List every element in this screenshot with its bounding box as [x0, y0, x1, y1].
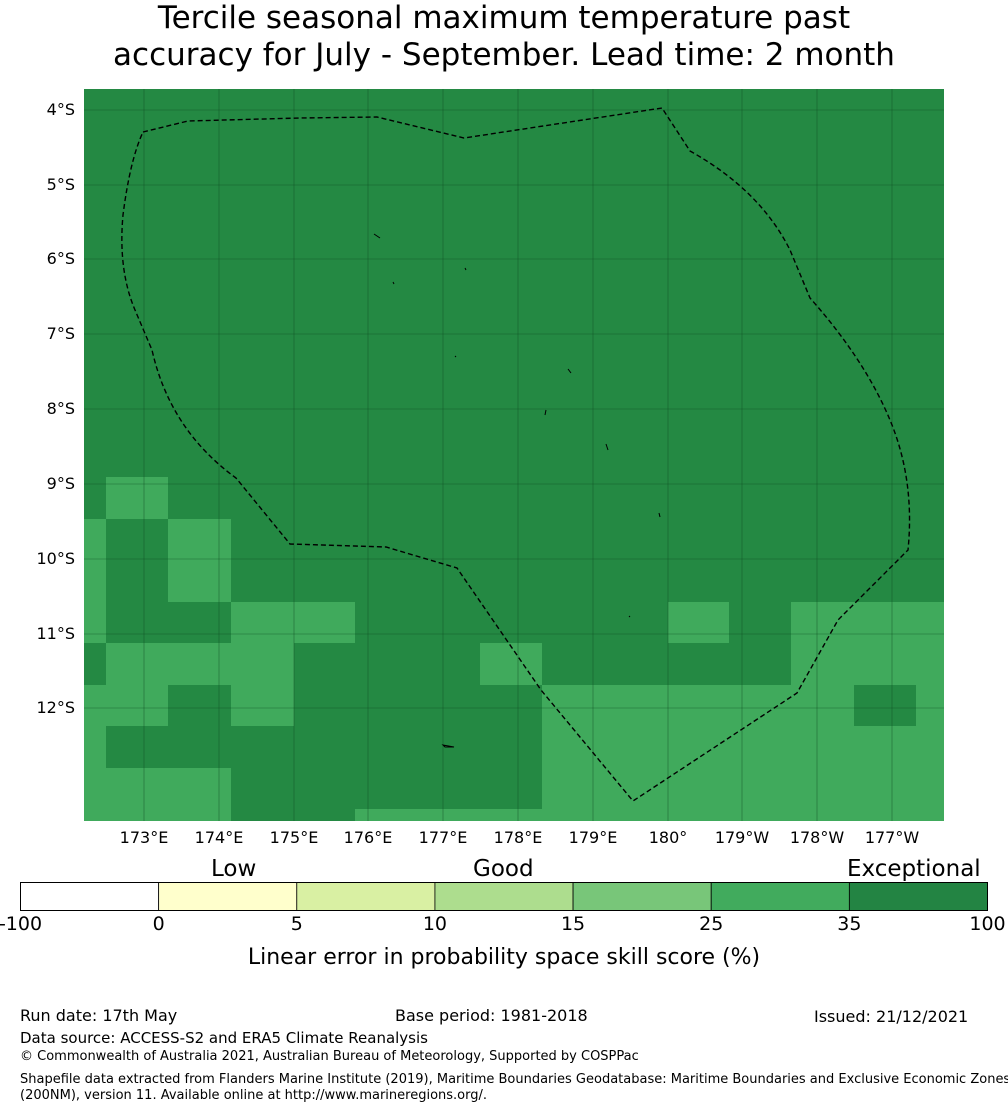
latitude-label: 11°S — [36, 624, 75, 643]
longitude-label: 177°E — [418, 828, 468, 847]
island — [373, 233, 381, 239]
gridlines — [84, 89, 944, 821]
skill-cell — [106, 643, 294, 685]
latitude-label: 12°S — [36, 698, 75, 717]
island — [628, 615, 631, 618]
colorbar-bin — [296, 882, 436, 911]
island — [605, 443, 609, 451]
legend-category-good: Good — [473, 856, 534, 882]
eez-boundary — [121, 107, 911, 802]
data-source: Data source: ACCESS-S2 and ERA5 Climate … — [20, 1029, 428, 1047]
island — [392, 281, 395, 285]
longitude-label: 175°E — [269, 828, 319, 847]
longitude-label: 178°E — [493, 828, 543, 847]
skill-cell — [168, 519, 231, 602]
skill-cell — [542, 726, 944, 821]
base-period: Base period: 1981-2018 — [395, 1006, 588, 1025]
title-line-1: Tercile seasonal maximum temperature pas… — [157, 0, 851, 36]
shapefile-credit: Shapefile data extracted from Flanders M… — [20, 1072, 1008, 1103]
issued-date: Issued: 21/12/2021 — [814, 1007, 969, 1026]
skill-cell — [480, 809, 542, 821]
skill-cell — [84, 726, 106, 821]
island — [567, 368, 572, 374]
colorbar-tick-label: 15 — [560, 913, 586, 935]
skill-cell — [791, 602, 944, 685]
latitude-label: 4°S — [46, 100, 75, 119]
latitude-label: 8°S — [46, 399, 75, 418]
skill-cell — [84, 519, 106, 643]
longitude-label: 180° — [648, 828, 688, 847]
colorbar-tick-label: 25 — [699, 913, 724, 935]
colorbar-bin — [434, 882, 574, 911]
island — [441, 744, 455, 748]
longitude-label: 178°W — [789, 828, 845, 847]
title-line-2: accuracy for July - September. Lead time… — [113, 37, 895, 73]
colorbar-frame — [20, 882, 988, 911]
longitude-label: 179°E — [568, 828, 618, 847]
longitude-label: 173°E — [119, 828, 169, 847]
latitude-label: 7°S — [46, 324, 75, 343]
latitude-label: 5°S — [46, 175, 75, 194]
colorbar-bin — [710, 882, 850, 911]
colorbar-bin — [158, 882, 298, 911]
skill-cell — [84, 685, 168, 726]
colorbar-bin — [572, 882, 712, 911]
run-date: Run date: 17th May — [20, 1006, 178, 1025]
colorbar-tick-label: -100 — [0, 913, 43, 935]
latitude-label: 10°S — [36, 549, 75, 568]
longitude-label: 177°W — [864, 828, 920, 847]
colorbar-bin — [848, 882, 988, 911]
island — [464, 267, 467, 271]
skill-cell — [854, 685, 916, 726]
longitude-label: 179°W — [714, 828, 770, 847]
island — [658, 512, 661, 518]
skill-cell — [106, 768, 231, 821]
longitude-label: 176°E — [343, 828, 393, 847]
colorbar-bins — [20, 882, 988, 911]
colorbar-tick-label: 0 — [152, 913, 165, 935]
colorbar-label: Linear error in probability space skill … — [247, 945, 761, 970]
latitude-label: 9°S — [46, 474, 75, 493]
skill-cell — [480, 643, 542, 685]
island — [544, 409, 547, 416]
colorbar-tick-label: 10 — [422, 913, 448, 935]
skill-cell — [231, 685, 294, 726]
longitude-label: 174°E — [194, 828, 244, 847]
colorbar-tick-label: 100 — [969, 913, 1006, 935]
legend-category-exceptional: Exceptional — [847, 856, 981, 882]
colorbar-bin — [20, 882, 160, 911]
map-title: Tercile seasonal maximum temperature pas… — [0, 0, 1008, 74]
copyright-notice: © Commonwealth of Australia 2021, Austra… — [20, 1049, 639, 1064]
skill-cell — [231, 602, 355, 643]
skill-cell — [668, 602, 729, 643]
islands — [373, 233, 661, 748]
colorbar-tick-label: 5 — [290, 913, 303, 935]
skill-cell — [355, 809, 480, 821]
latitude-label: 6°S — [46, 249, 75, 268]
legend-category-low: Low — [211, 856, 257, 882]
island — [454, 355, 457, 358]
colorbar-tick-label: 35 — [837, 913, 862, 935]
